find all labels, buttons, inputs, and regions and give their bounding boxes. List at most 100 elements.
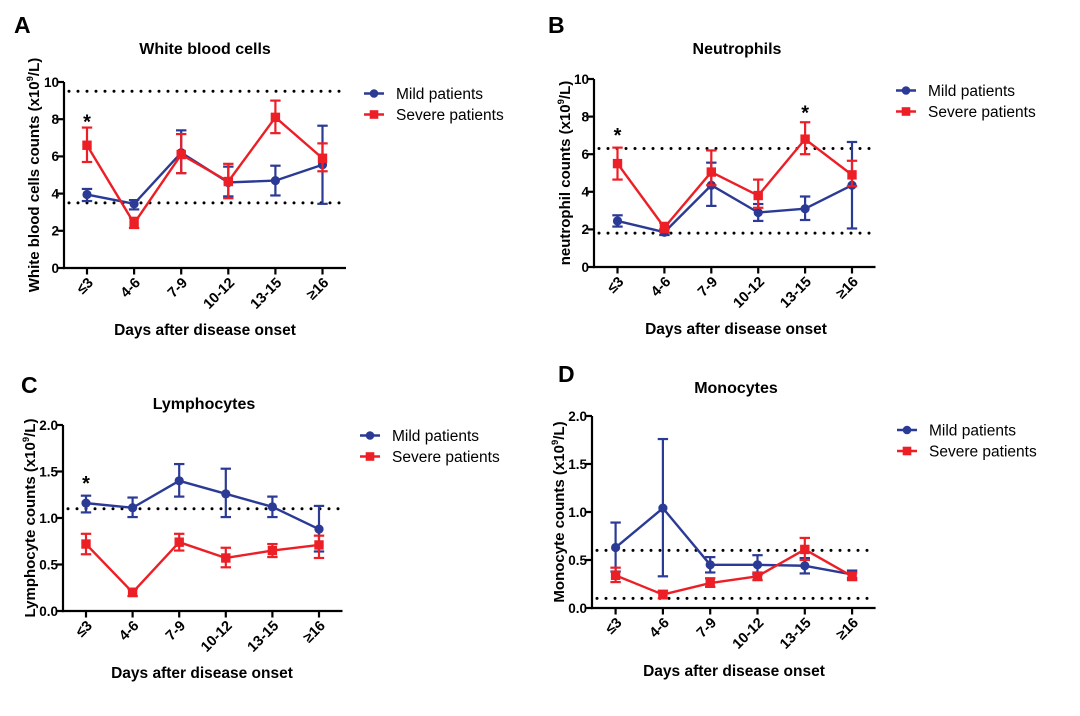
data-point-circle (658, 503, 668, 513)
data-point-square (800, 134, 810, 144)
legend-label-severe: Severe patients (928, 104, 1036, 121)
data-point-square (752, 571, 763, 582)
panel-title: Lymphocytes (153, 396, 256, 413)
panel-letter: A (14, 12, 31, 38)
data-point-circle (270, 175, 280, 186)
series-mild (612, 140, 858, 237)
data-point-square (317, 153, 328, 163)
x-tick-label: 4-6 (648, 274, 674, 300)
data-point-square (847, 170, 857, 180)
y-axis-label: Lymphocyte counts (x109/L) (21, 419, 39, 618)
legend-label-mild: Mild patients (929, 422, 1016, 439)
y-tick-label: 1.0 (39, 511, 58, 526)
x-tick-label: 4-6 (118, 275, 144, 301)
panel-title: Monocytes (694, 380, 778, 397)
y-tick-label: 2 (51, 224, 59, 239)
data-point-circle (174, 476, 184, 486)
series-line (85, 116, 324, 225)
data-point-square (221, 553, 231, 563)
data-point-circle (753, 207, 763, 218)
panel-d-chart: 0.0 0.5 1.0 1.5 2.0 ≤3 4-6 7-9 10-12 13-15 ≥16 D M… (550, 361, 1037, 680)
x-axis-label: Days after disease onset (111, 665, 293, 682)
data-point-circle (800, 204, 810, 214)
series-severe (610, 536, 858, 600)
x-tick-label: 4-6 (647, 615, 673, 641)
x-tick-label: 7-9 (695, 274, 721, 300)
legend-label-severe: Severe patients (929, 443, 1037, 460)
x-axis-label: Days after disease onset (114, 322, 296, 339)
x-tick-label: ≥16 (304, 275, 332, 303)
y-tick-label: 0.5 (39, 557, 58, 572)
x-tick-label: 7-9 (163, 618, 189, 644)
data-point-circle (611, 542, 621, 553)
x-tick-label: 10-12 (730, 274, 768, 312)
y-tick-label: 4 (581, 185, 589, 200)
data-point-square (314, 540, 324, 550)
series-line (85, 540, 320, 594)
x-tick-label: 4-6 (116, 618, 142, 644)
y-tick-label: 0.0 (568, 601, 587, 616)
series-line (615, 548, 853, 596)
significance-star: * (82, 473, 90, 495)
y-tick-label: 0.5 (568, 553, 587, 568)
series-severe (612, 121, 858, 234)
data-point-square (753, 190, 763, 201)
data-point-square (847, 571, 857, 582)
x-tick-label: ≥16 (300, 618, 328, 646)
legend-marker-square (369, 110, 379, 119)
series-severe (80, 532, 325, 598)
y-tick-label: 1.5 (39, 464, 58, 479)
y-tick-label: 6 (581, 147, 589, 162)
legend: Mild patients Severe patients (364, 86, 504, 124)
x-tick-label: 13-15 (777, 274, 815, 312)
data-point-square (267, 545, 278, 556)
y-tick-label: 8 (581, 109, 589, 124)
data-point-square (612, 158, 623, 169)
x-tick-label: 10-12 (198, 618, 236, 656)
data-point-square (129, 218, 139, 229)
x-tick-label: 7-9 (694, 615, 720, 641)
panel-c-chart: 0.00.51.01.52.0≤3 4-6 7-9 10-12 13-15 ≥16* C … (21, 372, 500, 682)
x-tick-label: ≥16 (833, 274, 861, 302)
data-point-circle (129, 199, 139, 209)
y-tick-label: 6 (51, 149, 59, 164)
data-point-square (658, 589, 668, 600)
data-point-square (706, 167, 716, 177)
data-point-circle (314, 524, 324, 534)
data-point-square (127, 587, 138, 598)
x-tick-label: ≤3 (73, 618, 96, 641)
legend-label-severe: Severe patients (396, 107, 504, 124)
x-axis-label: Days after disease onset (643, 663, 825, 680)
data-point-square (800, 544, 810, 555)
x-axis-label: Days after disease onset (645, 321, 827, 338)
data-point-circle (81, 498, 91, 508)
x-tick-label: ≤3 (605, 274, 628, 297)
data-point-circle (705, 560, 715, 570)
data-point-square (659, 222, 670, 233)
panel-letter: C (21, 372, 38, 398)
series-line (616, 137, 853, 229)
significance-star: * (801, 102, 809, 124)
significance-star: * (614, 125, 622, 147)
significance-star: * (83, 111, 91, 133)
panel-title: Neutrophils (693, 41, 782, 58)
data-point-circle (612, 216, 623, 226)
panel-d-plot-area: 0.0 0.5 1.0 1.5 2.0 ≤3 4-6 7-9 10-12 13-15 ≥16 (568, 409, 878, 653)
y-tick-label: 2.0 (568, 409, 587, 424)
panel-b-plot-area: 0 2 4 6 8 10 ≤3 4-6 7-9 10-12 13-15 ≥16 * * (574, 72, 877, 312)
data-point-square (705, 578, 715, 588)
legend-label-severe: Severe patients (392, 449, 500, 466)
y-axis-label: Monocyte counts (x109/L) (550, 421, 568, 602)
x-tick-label: ≤3 (74, 275, 97, 298)
series-line (85, 479, 320, 531)
panel-b-chart: 0 2 4 6 8 10 ≤3 4-6 7-9 10-12 13-15 ≥16 * * B Neutrop… (548, 12, 1036, 338)
y-axis-label: White blood cells counts (x109/L) (25, 58, 43, 293)
legend-marker-circle (901, 86, 911, 95)
x-tick-label: 7-9 (165, 275, 191, 301)
y-tick-label: 8 (51, 112, 59, 127)
data-point-square (174, 537, 184, 547)
x-tick-label: 13-15 (248, 275, 286, 313)
data-point-circle (221, 489, 231, 499)
panel-letter: D (558, 361, 575, 387)
